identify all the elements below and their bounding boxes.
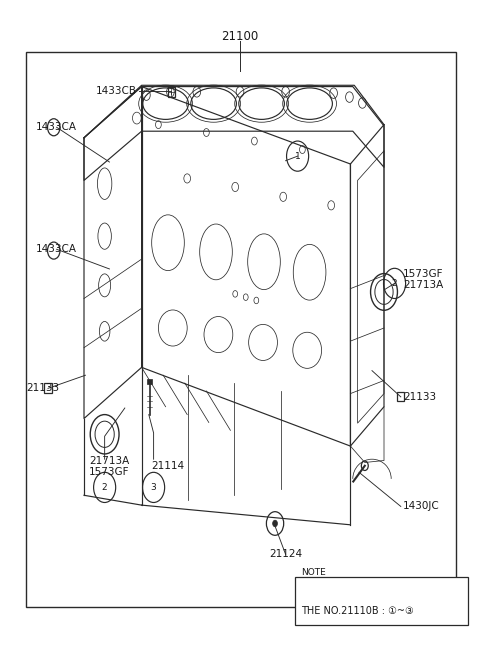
Text: 1433CA: 1433CA (36, 244, 77, 255)
Text: 21114: 21114 (151, 461, 184, 471)
Bar (26, 52, 456, 607)
Text: 3: 3 (151, 483, 156, 492)
Text: 21100: 21100 (221, 30, 259, 43)
Text: 2: 2 (102, 483, 108, 492)
Text: 2: 2 (392, 279, 397, 288)
Text: THE NO.21110B : ①~③: THE NO.21110B : ①~③ (301, 606, 414, 616)
Text: 1433CB: 1433CB (96, 85, 137, 96)
Text: 21713A: 21713A (403, 279, 444, 290)
Text: 1430JC: 1430JC (403, 501, 440, 512)
Text: 1433CA: 1433CA (36, 122, 77, 133)
Text: 1: 1 (295, 152, 300, 161)
Text: 1573GF: 1573GF (89, 467, 129, 478)
Bar (295, 577, 468, 625)
Text: 21124: 21124 (269, 549, 302, 560)
Text: 21713A: 21713A (89, 455, 129, 466)
Bar (44, 383, 51, 394)
Bar (168, 87, 175, 97)
Text: 1573GF: 1573GF (403, 268, 444, 279)
Circle shape (273, 520, 277, 527)
Text: 21133: 21133 (403, 392, 436, 402)
Text: 21133: 21133 (26, 383, 60, 394)
Bar (147, 379, 152, 384)
Text: NOTE: NOTE (301, 568, 326, 577)
Bar (397, 392, 404, 401)
